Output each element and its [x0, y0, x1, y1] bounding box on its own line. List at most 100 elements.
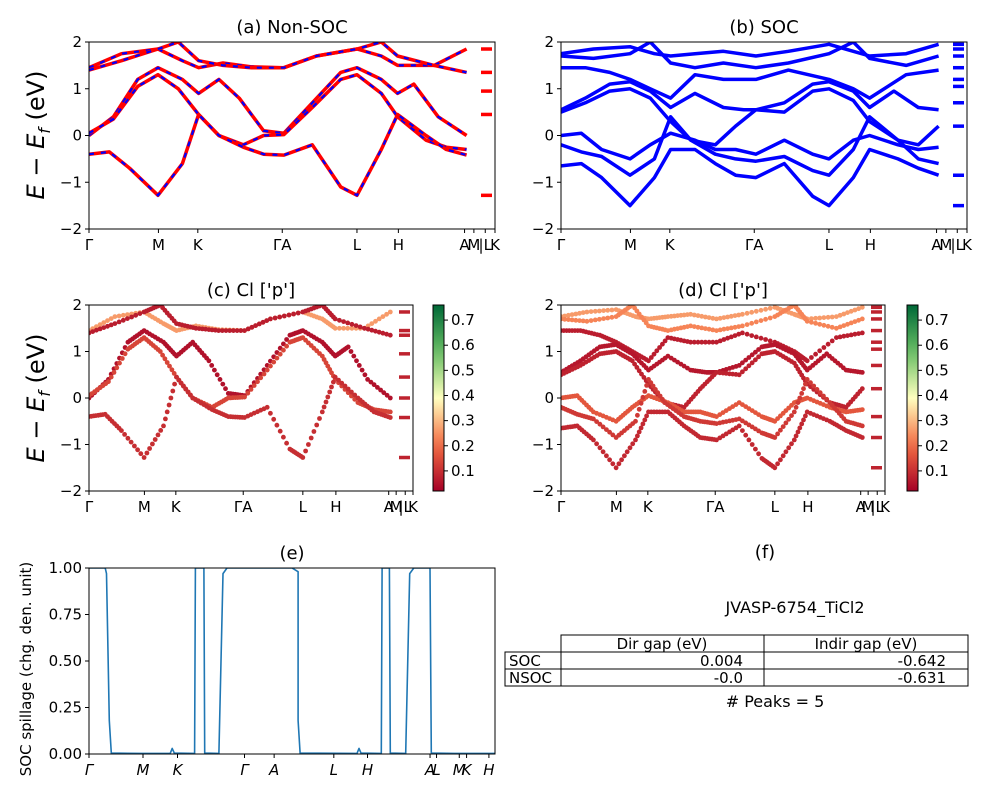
- band-point: [852, 331, 858, 337]
- x-tick-label: H: [362, 761, 373, 779]
- band-point: [387, 409, 393, 415]
- band-point: [736, 372, 742, 378]
- plot-area-b: [561, 42, 940, 208]
- band-point: [817, 348, 823, 354]
- band-point: [607, 429, 612, 435]
- band-point: [804, 318, 810, 324]
- x-tick-label: A: [931, 236, 942, 254]
- band-point: [206, 358, 212, 364]
- band-point: [277, 351, 283, 357]
- x-tick-label: ΓA: [706, 498, 725, 516]
- band-point: [633, 437, 638, 443]
- band-point: [728, 313, 734, 319]
- band-point: [804, 377, 810, 382]
- band-point: [638, 400, 644, 406]
- band-point: [763, 316, 768, 322]
- x-tick-label: Γ: [85, 761, 95, 779]
- band-point: [821, 345, 827, 350]
- band-point: [384, 392, 390, 398]
- y-tick-label: 0.25: [49, 699, 82, 717]
- band-point: [753, 308, 759, 314]
- ylabel-row2-main: E − E: [22, 396, 50, 463]
- band-point: [214, 372, 220, 378]
- colorbar-c: [432, 304, 445, 492]
- band-point: [281, 434, 286, 440]
- band-point: [783, 420, 789, 426]
- band-point: [767, 338, 773, 344]
- colorbar-tick-label: 0.5: [451, 361, 475, 379]
- band-point: [271, 359, 277, 365]
- band-point: [795, 429, 801, 435]
- band-point: [133, 312, 139, 318]
- band-point: [809, 355, 814, 360]
- band-point: [152, 437, 158, 442]
- x-tick-label: M: [137, 761, 150, 779]
- band-point: [147, 446, 153, 451]
- band-point: [101, 320, 107, 325]
- band-point: [772, 465, 778, 471]
- band-point: [646, 358, 651, 364]
- x-tick-label: Γ: [85, 236, 94, 254]
- x-tick-label: M: [138, 498, 151, 516]
- band-point: [592, 317, 598, 323]
- band-point: [706, 326, 712, 332]
- band-point: [619, 457, 624, 463]
- band-point: [580, 310, 586, 315]
- band-point: [841, 311, 847, 317]
- band-point: [277, 428, 283, 434]
- band-point: [852, 307, 858, 313]
- band-point: [300, 455, 306, 460]
- band-point: [728, 325, 734, 331]
- y-tick-label: 0: [544, 127, 554, 145]
- band-point: [753, 319, 759, 325]
- band-point: [345, 386, 351, 392]
- x-tick-label: L: [353, 236, 362, 254]
- band-point: [345, 325, 351, 331]
- band-point: [111, 370, 117, 375]
- band-point: [644, 383, 649, 388]
- band-point: [112, 321, 118, 326]
- x-tick-label: K: [643, 498, 654, 516]
- colorbar-tick-label: 0.2: [451, 437, 475, 455]
- band-line-e-0: [89, 568, 495, 754]
- x-tick-label: K: [462, 761, 473, 779]
- band-point: [834, 335, 839, 340]
- table-nsoc-dir-gap: -0.0: [714, 669, 743, 687]
- band-point: [248, 387, 254, 392]
- band-point: [371, 382, 377, 388]
- band-point: [763, 337, 768, 342]
- band-point: [725, 314, 730, 320]
- band-point: [642, 389, 648, 394]
- band-point: [817, 315, 823, 321]
- band-point: [848, 332, 854, 338]
- band-point: [295, 310, 301, 316]
- band-point: [234, 328, 240, 333]
- band-point: [803, 413, 808, 419]
- band-point: [607, 457, 612, 463]
- band-point: [264, 404, 270, 410]
- band-point: [345, 344, 351, 350]
- x-tick-label: K: [193, 236, 204, 254]
- band-point: [703, 326, 708, 331]
- band-point: [791, 437, 797, 443]
- band-point: [758, 318, 764, 323]
- band-point: [369, 321, 375, 326]
- band-point: [251, 383, 257, 388]
- band-point: [636, 429, 642, 435]
- band-point: [829, 314, 835, 320]
- band-point: [799, 421, 805, 427]
- x-tick-label: M: [453, 761, 466, 779]
- band-point: [763, 306, 768, 312]
- colorbar-tick-label: 0.1: [925, 462, 949, 480]
- band-point: [245, 326, 251, 332]
- band-point: [743, 357, 749, 363]
- band-point: [245, 390, 251, 396]
- band-point: [834, 325, 839, 331]
- colorbar-tick-label: 0.4: [925, 386, 949, 404]
- band-point: [332, 316, 338, 322]
- band-point: [624, 449, 630, 455]
- band-point: [272, 315, 278, 321]
